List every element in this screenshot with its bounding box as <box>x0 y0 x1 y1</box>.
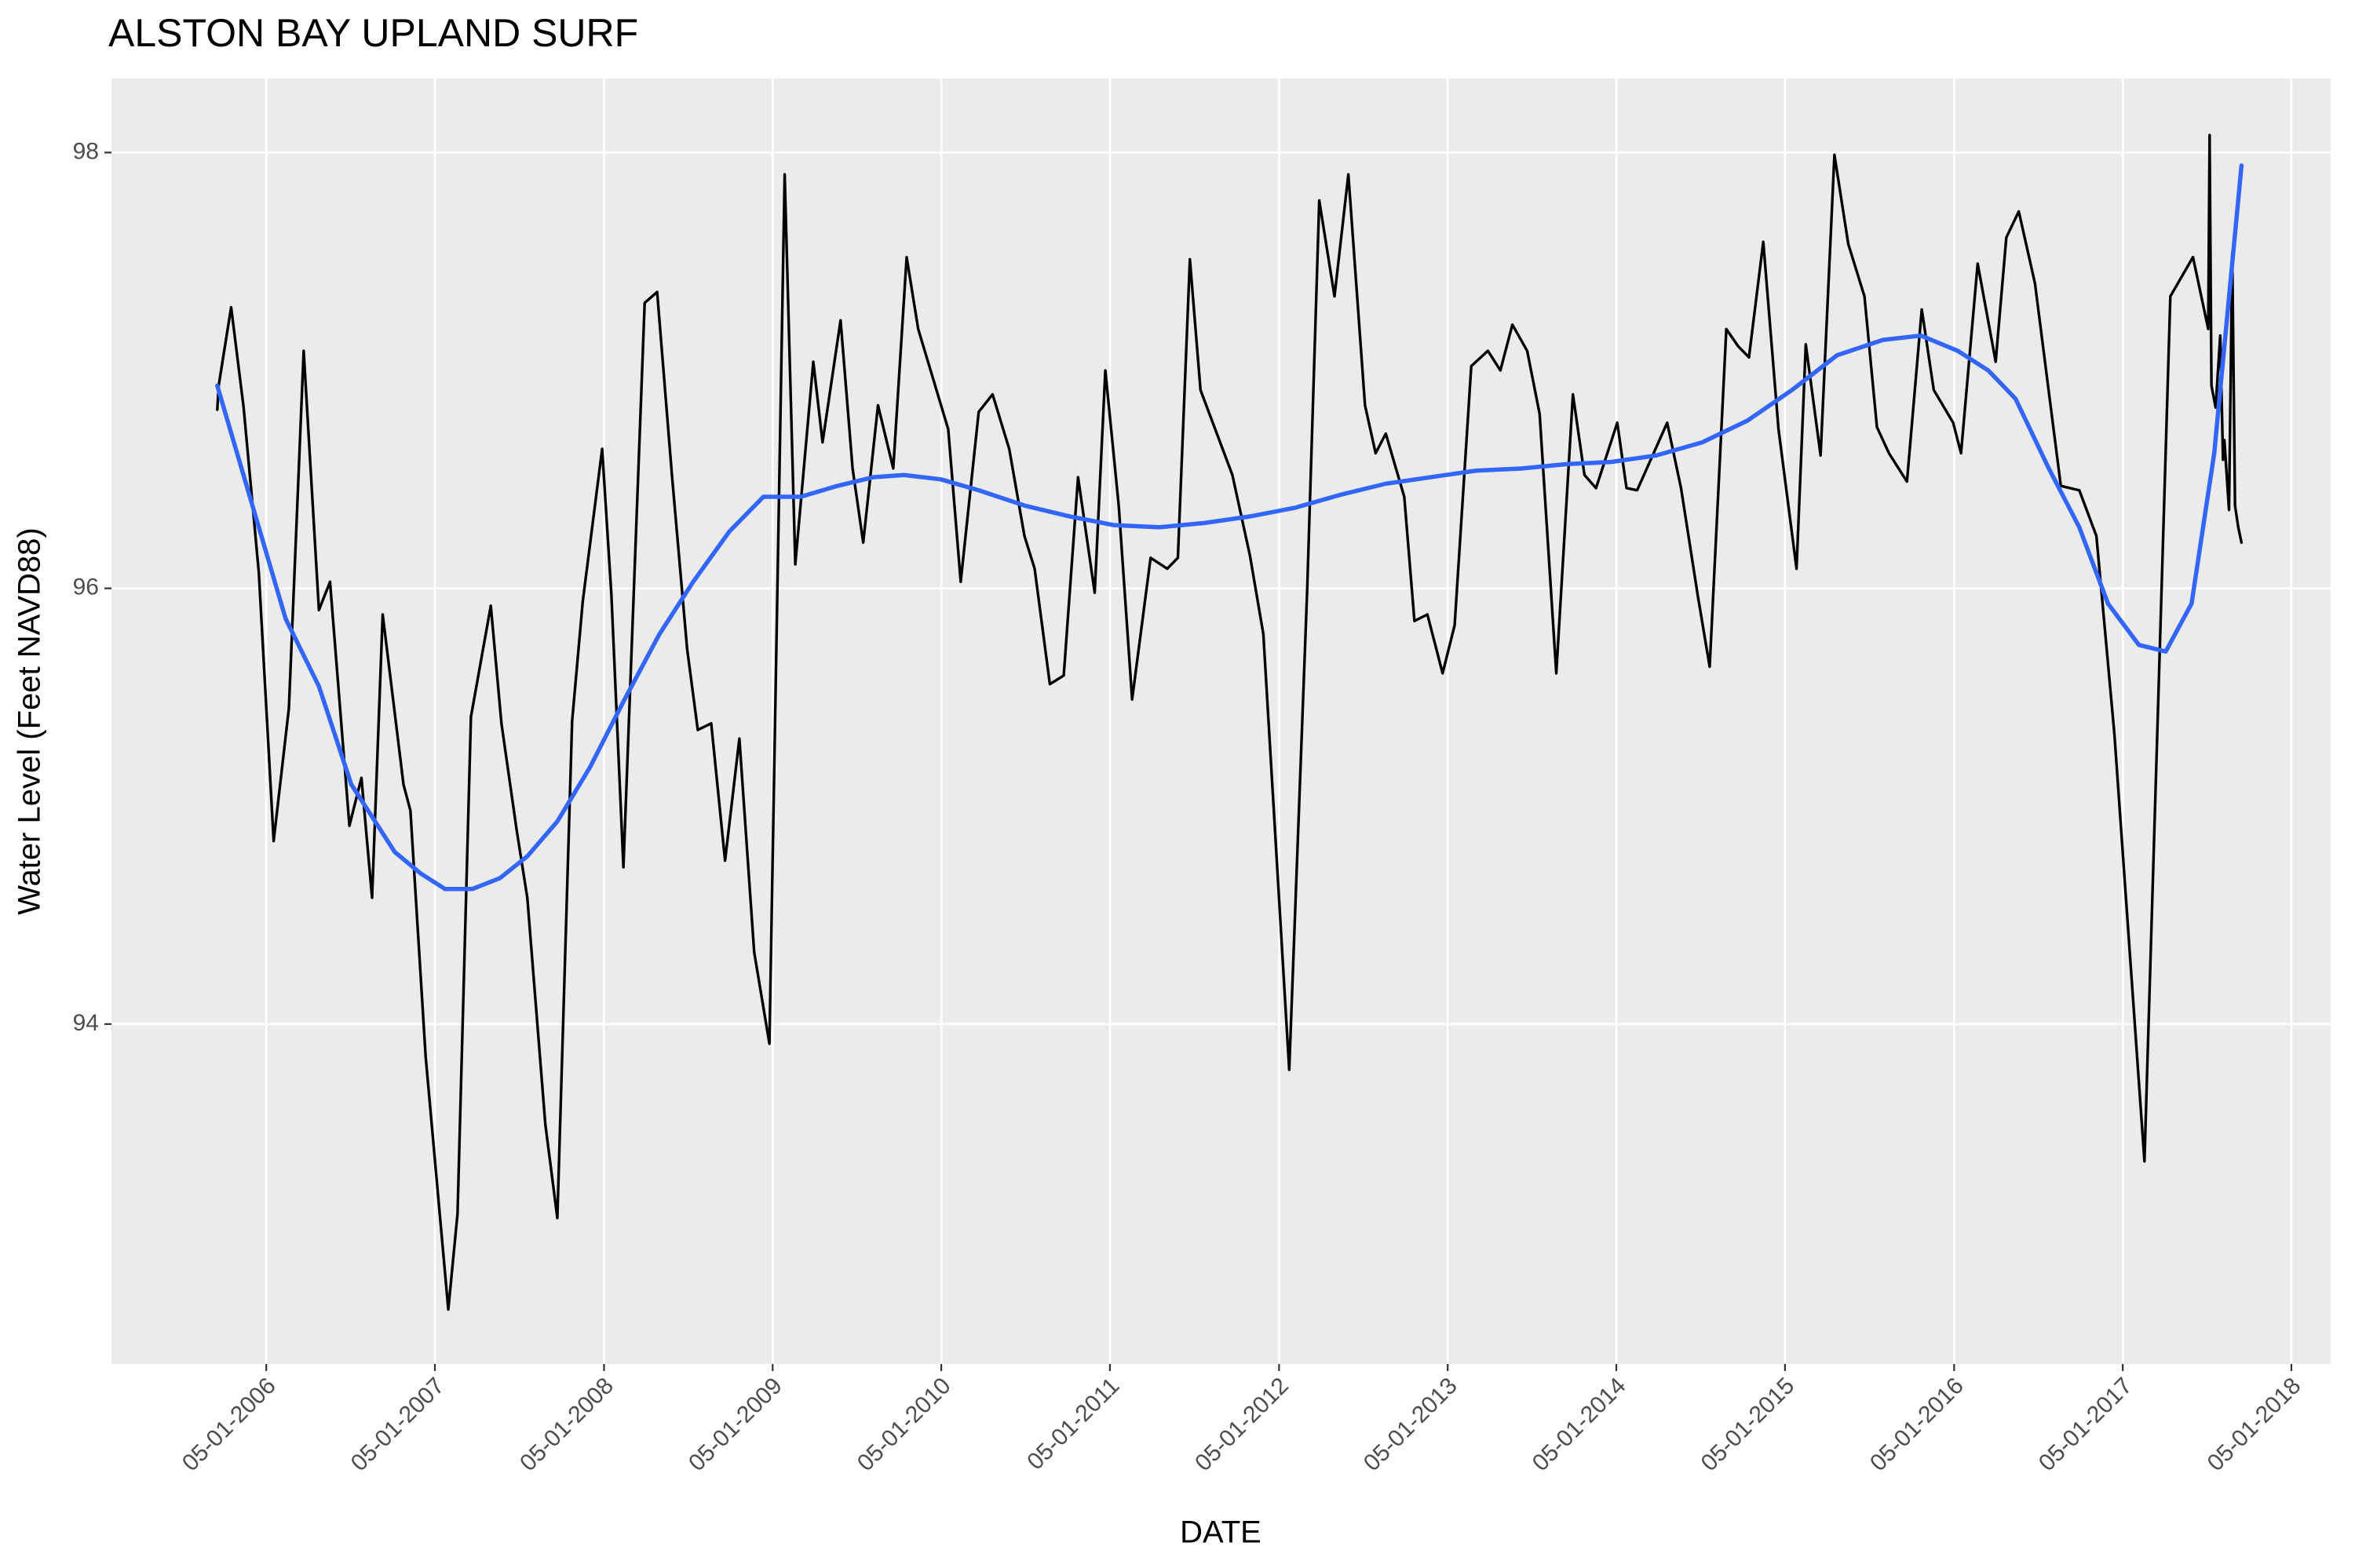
x-tick-label: 05-01-2009 <box>684 1373 787 1476</box>
y-tick-label: 94 <box>73 1010 99 1036</box>
y-axis-title: Water Level (Feet NAVD88) <box>13 527 47 915</box>
y-tick-label: 98 <box>73 138 99 164</box>
x-tick-label: 05-01-2006 <box>177 1373 281 1476</box>
chart-title: ALSTON BAY UPLAND SURF <box>108 11 638 55</box>
panel-background <box>111 78 2331 1364</box>
data-line <box>216 133 2244 1311</box>
x-tick-label: 05-01-2014 <box>1528 1373 1631 1476</box>
x-axis-title: DATE <box>1180 1515 1261 1550</box>
x-tick-label: 05-01-2013 <box>1359 1373 1462 1476</box>
x-tick-label: 05-01-2011 <box>1022 1373 1124 1475</box>
x-tick-label: 05-01-2010 <box>853 1373 956 1476</box>
data-line <box>215 163 2244 892</box>
y-tick-label: 96 <box>73 574 99 600</box>
x-tick-label: 05-01-2008 <box>515 1373 619 1476</box>
x-tick-label: 05-01-2007 <box>346 1373 450 1476</box>
x-tick-label: 05-01-2017 <box>2034 1373 2138 1476</box>
x-tick-label: 05-01-2016 <box>1865 1373 1969 1476</box>
x-tick-label: 05-01-2015 <box>1696 1373 1800 1476</box>
x-tick-label: 05-01-2012 <box>1190 1373 1294 1476</box>
x-tick-label: 05-01-2018 <box>2203 1373 2306 1476</box>
